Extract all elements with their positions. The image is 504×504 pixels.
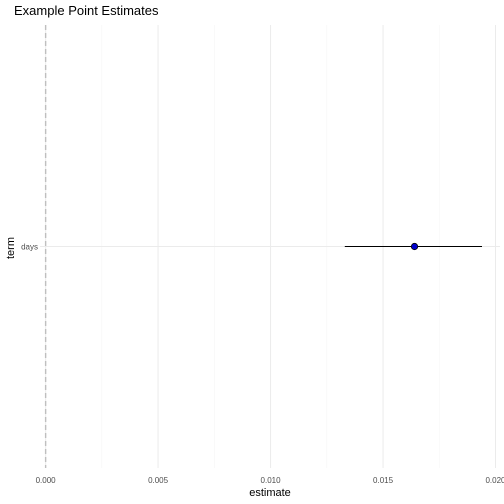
x-axis-title: estimate xyxy=(249,487,291,499)
x-tick-label: 0.005 xyxy=(148,476,169,485)
x-tick-label: 0.020 xyxy=(485,476,504,485)
x-axis-ticks: 0.000 0.005 0.010 0.015 0.020 xyxy=(36,476,504,485)
y-axis-title: term xyxy=(5,237,17,259)
chart-title: Example Point Estimates xyxy=(14,3,159,18)
y-axis-ticks: days xyxy=(21,243,38,252)
x-tick-label: 0.015 xyxy=(373,476,394,485)
x-tick-label: 0.000 xyxy=(36,476,57,485)
x-tick-label: 0.010 xyxy=(261,476,282,485)
y-tick-label: days xyxy=(21,243,38,252)
data-layer xyxy=(344,242,483,251)
point-estimate xyxy=(410,242,419,251)
